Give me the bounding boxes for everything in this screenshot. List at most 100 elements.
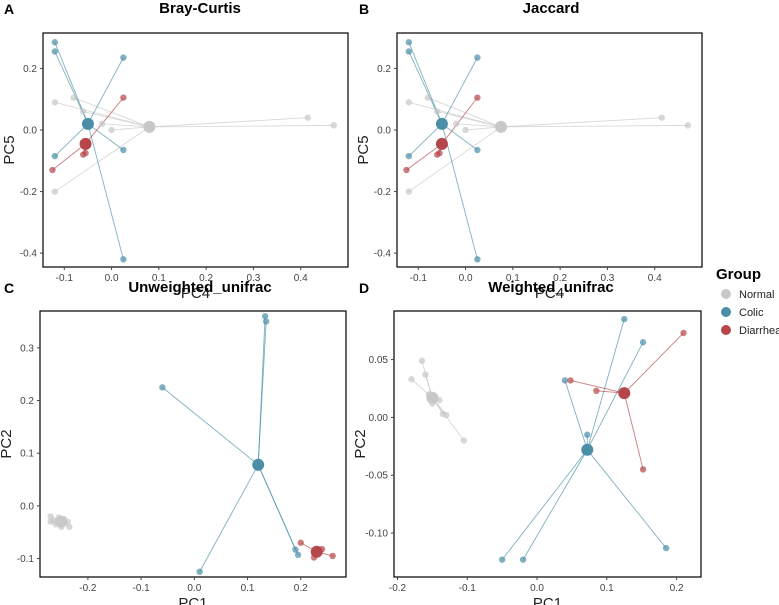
sample-point-diarrhea [593,387,600,394]
sample-point-normal [424,94,431,101]
y-tick-label: -0.05 [365,471,388,482]
sample-point-colic [292,546,299,553]
x-tick-label: 0.4 [648,273,662,284]
sample-point-normal [98,120,106,128]
sample-point-normal [79,108,87,115]
spider-line-colic [257,464,299,556]
x-tick-label: 0.0 [530,583,544,594]
centroid-normal [143,120,156,133]
sample-point-diarrhea [474,94,481,101]
spider-line-colic [87,57,124,125]
centroid-diarrhea [79,137,92,150]
spider-line-diarrhea [441,97,478,145]
sample-point-colic [474,146,481,154]
legend-label-normal: Normal [739,289,774,301]
x-tick-label: -0.1 [459,583,477,594]
spider-line-normal [437,111,502,128]
sample-point-normal [433,108,441,115]
spider-line-normal [501,117,662,128]
sample-point-normal [443,411,450,419]
sample-point-colic [159,384,166,391]
y-tick-label: -0.2 [374,187,392,198]
x-tick-label: -0.1 [410,273,428,284]
sample-point-colic [519,556,527,563]
spider-line-normal [501,124,688,128]
spider-line-colic [586,449,667,549]
x-tick-label: 0.1 [600,583,614,594]
y-tick-label: 0.0 [377,125,391,136]
spider-line-colic [162,387,259,466]
panel-title: Unweighted_unifrac [128,279,271,296]
spider-line-colic [441,123,478,151]
spider-line-colic [586,342,644,450]
x-tick-label: 0.3 [246,273,260,284]
x-tick-label: 0.1 [241,583,255,594]
sample-point-normal [422,371,429,378]
y-axis-label: PC2 [352,429,369,458]
centroid-colic [435,117,448,130]
sample-point-diarrhea [567,377,574,384]
centroid-diarrhea [618,387,631,400]
panels: A Bray-Curtis -0.1 0.0 0.1 0.2 0.3 0.4 -0.4 -0.2 0… [0,0,703,605]
y-tick-label: -0.1 [17,554,35,565]
spider-line-diarrhea [570,379,625,394]
spider-line-colic [257,321,267,465]
panel-d: D Weighted_unifrac -0.2 -0.1 0.0 0.1 0.2 -0.10 -… [352,279,702,605]
y-tick-label: 0.1 [20,449,34,460]
x-tick-label: -0.2 [79,583,97,594]
spider-line-normal [408,126,502,192]
sample-point-normal [51,99,59,106]
sample-point-normal [108,126,115,134]
sample-point-colic [639,339,647,346]
y-tick-label: 0.0 [23,125,37,136]
sample-point-colic [405,152,413,160]
x-tick-label: -0.2 [389,583,407,594]
legend-title: Group [716,266,761,283]
sample-point-colic [474,54,481,61]
sample-point-normal [51,188,59,195]
spider-line-colic [586,318,625,450]
panel-letter: B [359,1,369,17]
centroids [426,387,631,456]
y-tick-label: 0.05 [369,355,389,366]
spider-line-colic [408,123,443,157]
centroids [79,117,156,150]
sample-points [408,315,687,563]
legend-label-colic: Colic [739,307,764,319]
y-tick-label: 0.2 [377,64,391,75]
sample-point-colic [621,315,628,323]
y-tick-label: -0.10 [365,529,388,540]
sample-point-normal [408,376,415,383]
sample-point-colic [51,48,59,55]
spider-line-diarrhea [623,332,684,394]
sample-point-diarrhea [79,151,87,158]
sample-point-normal [452,120,460,128]
sample-point-diarrhea [329,552,336,560]
sample-points [49,39,338,263]
spider-line-colic [54,123,89,157]
centroid-colic [81,117,94,130]
panel-title: Weighted_unifrac [488,279,614,296]
spider-line-colic [564,380,588,450]
plot-frame [393,310,702,578]
sample-point-colic [561,377,569,384]
sample-point-colic [405,39,413,46]
spider-line-colic [199,464,259,572]
y-axis-label: PC5 [1,135,18,164]
centroid-normal [495,120,508,133]
panel-letter: C [4,280,14,296]
sample-point-colic [262,318,270,325]
sample-point-colic [584,431,591,438]
spider-line-normal [83,111,150,128]
sample-point-colic [120,256,127,263]
spider-line-colic [441,57,478,125]
spider-line-colic [87,123,124,151]
plot-frame [39,310,347,578]
y-tick-label: 0.2 [20,396,34,407]
sample-point-colic [474,256,481,263]
panel-a: A Bray-Curtis -0.1 0.0 0.1 0.2 0.3 0.4 -0.4 -0.2 0… [1,0,349,302]
centroid-colic [581,443,594,456]
sample-point-colic [662,544,670,552]
x-tick-label: 0.4 [294,273,308,284]
sample-point-normal [462,126,469,134]
